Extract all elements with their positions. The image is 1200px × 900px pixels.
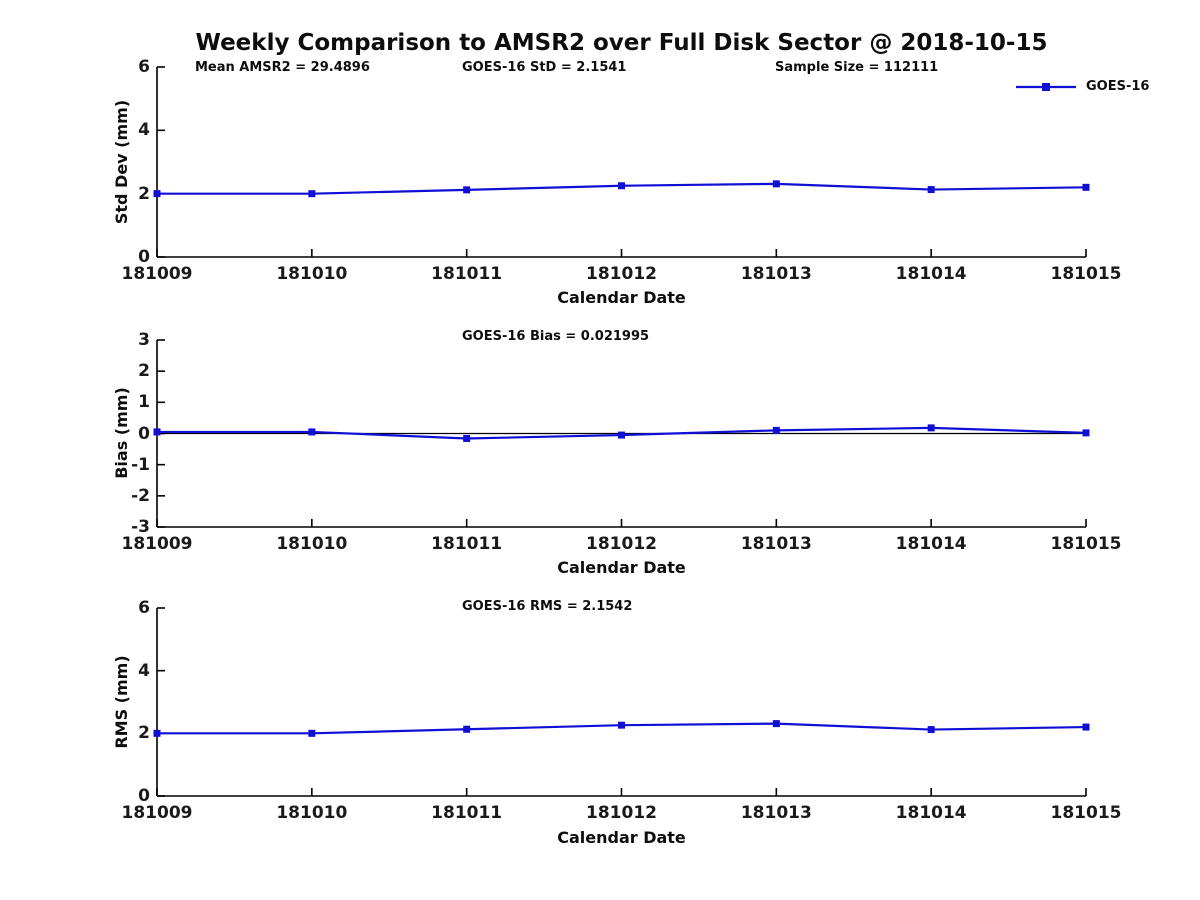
x-tick-label: 181010 (276, 264, 348, 284)
data-point-marker (308, 190, 316, 198)
x-tick-label: 181011 (431, 534, 503, 554)
data-point-marker (618, 721, 625, 729)
y-tick-label: -3 (131, 517, 150, 537)
x-tick-label: 181014 (895, 534, 967, 554)
y-tick-label: 0 (138, 247, 150, 267)
legend-label: GOES-16 (1086, 79, 1150, 94)
y-tick-label: 0 (138, 423, 150, 444)
x-tick-label: 181014 (895, 264, 967, 284)
x-tick-label: 181009 (121, 534, 193, 554)
data-point-marker (927, 424, 935, 432)
x-tick-label: 181012 (586, 534, 657, 554)
x-tick-label: 181014 (895, 803, 967, 823)
y-tick-label: 0 (138, 786, 150, 806)
y-tick-label: 1 (138, 392, 150, 413)
data-point-marker (927, 726, 935, 734)
data-point-marker (463, 186, 471, 194)
subplot-rms-canvas (153, 607, 1090, 797)
data-point-marker (153, 190, 161, 198)
data-point-marker (308, 428, 316, 436)
annotation-sample-size: Sample Size = 112111 (775, 60, 939, 75)
x-tick-label: 181015 (1050, 803, 1122, 823)
x-tick-label: 181010 (276, 534, 348, 554)
data-point-marker (463, 725, 471, 733)
legend: GOES-16 (1014, 79, 1149, 94)
data-point-marker (772, 720, 780, 728)
x-tick-label: 181011 (431, 803, 503, 823)
data-point-marker (463, 434, 471, 442)
y-tick-label: -2 (131, 485, 150, 506)
x-tick-label: 181011 (431, 264, 503, 284)
y-tick-label: 2 (138, 361, 150, 382)
y-tick-label: 3 (138, 330, 150, 350)
x-tick-label: 181013 (740, 534, 812, 554)
x-tick-label: 181012 (586, 803, 657, 823)
annotation-goes16-std: GOES-16 StD = 2.1541 (462, 60, 627, 75)
y-tick-label: 6 (138, 57, 150, 77)
data-point-marker (1082, 183, 1090, 191)
x-tick-label: 181012 (586, 264, 657, 284)
y-tick-label: 6 (138, 598, 150, 618)
x-tick-label: 181013 (740, 264, 812, 284)
data-point-marker (153, 729, 161, 737)
subplot-stddev-canvas (153, 66, 1090, 258)
data-point-marker (618, 431, 625, 439)
y-tick-label: 2 (138, 183, 150, 204)
data-point-marker (308, 729, 316, 737)
data-point-marker (1082, 429, 1090, 437)
figure-title: Weekly Comparison to AMSR2 over Full Dis… (195, 30, 1048, 56)
annotation-goes16-rms: GOES-16 RMS = 2.1542 (462, 599, 633, 614)
x-tick-label: 181015 (1050, 534, 1122, 554)
y-tick-label: 4 (138, 660, 150, 681)
data-point-marker (772, 426, 780, 434)
data-point-marker (153, 428, 161, 436)
y-tick-label: 4 (138, 120, 150, 141)
annotation-goes16-bias: GOES-16 Bias = 0.021995 (462, 329, 650, 344)
x-axis-label-2: Calendar Date (557, 558, 686, 577)
y-tick-label: -1 (131, 454, 150, 475)
x-tick-label: 181010 (276, 803, 348, 823)
x-tick-label: 181009 (121, 264, 193, 284)
annotation-mean-amsr2: Mean AMSR2 = 29.4896 (195, 60, 370, 75)
data-point-marker (1082, 723, 1090, 731)
data-point-marker (927, 186, 935, 194)
y-tick-label: 2 (138, 723, 150, 744)
data-point-marker (618, 182, 625, 190)
x-axis-label-3: Calendar Date (557, 828, 686, 847)
legend-line-sample-icon (1016, 82, 1076, 91)
data-point-marker (772, 180, 780, 188)
x-tick-label: 181009 (121, 803, 193, 823)
x-tick-label: 181013 (740, 803, 812, 823)
x-tick-label: 181015 (1050, 264, 1122, 284)
subplot-bias-canvas (153, 339, 1090, 528)
x-axis-label-1: Calendar Date (557, 288, 686, 307)
